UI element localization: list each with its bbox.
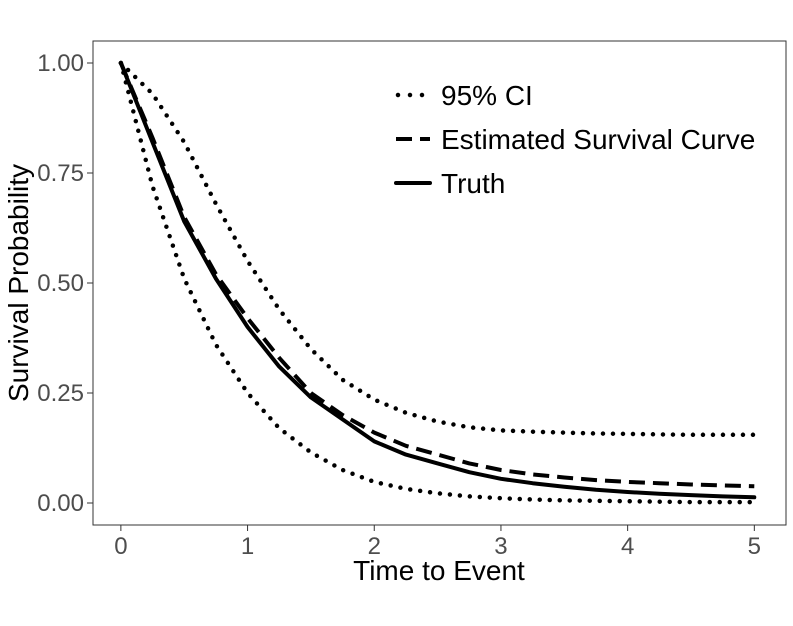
y-axis-title: Survival Probability xyxy=(3,164,34,402)
x-tick-label: 1 xyxy=(241,533,254,560)
y-tick-label: 1.00 xyxy=(37,50,84,77)
y-tick-label: 0.50 xyxy=(37,270,84,297)
y-tick-label: 0.25 xyxy=(37,380,84,407)
y-tick-label: 0.75 xyxy=(37,160,84,187)
series-line-estimated xyxy=(119,62,755,489)
y-axis-ticks: 0.00 0.25 0.50 0.75 1.00 xyxy=(37,50,93,517)
x-axis-title: Time to Event xyxy=(353,555,525,586)
x-tick-label: 4 xyxy=(621,533,634,560)
legend-label: Truth xyxy=(441,168,505,199)
x-tick-label: 0 xyxy=(114,533,127,560)
y-tick-label: 0.00 xyxy=(37,490,84,517)
x-tick-label: 3 xyxy=(494,533,507,560)
x-tick-label: 5 xyxy=(748,533,761,560)
series-line-truth xyxy=(118,61,757,500)
series-line-ci-lower xyxy=(118,60,757,505)
series-layer xyxy=(118,60,757,505)
legend-label: 95% CI xyxy=(441,80,533,111)
legend: 95% CI Estimated Survival Curve Truth xyxy=(394,80,755,199)
legend-label: Estimated Survival Curve xyxy=(441,124,755,155)
x-axis-ticks: 0 1 2 3 4 5 xyxy=(114,525,761,560)
x-tick-label: 2 xyxy=(368,533,381,560)
